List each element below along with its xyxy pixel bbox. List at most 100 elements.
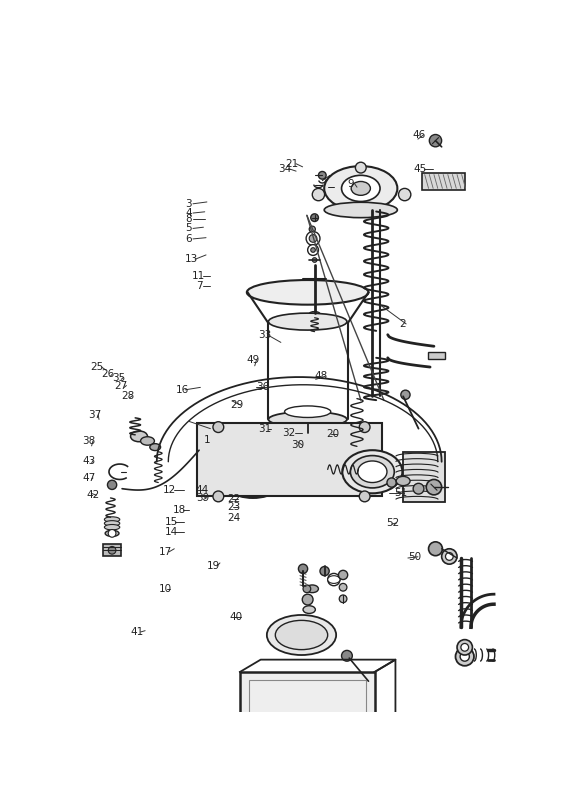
Text: 51: 51 (394, 488, 407, 498)
Circle shape (461, 643, 468, 651)
Text: 4: 4 (185, 208, 192, 218)
Text: 13: 13 (185, 254, 198, 264)
Ellipse shape (341, 175, 380, 202)
Circle shape (107, 480, 117, 490)
Text: 34: 34 (279, 164, 292, 174)
Text: 3: 3 (185, 199, 192, 209)
Text: 23: 23 (227, 502, 241, 513)
Circle shape (311, 248, 315, 252)
Circle shape (309, 226, 315, 232)
Text: 24: 24 (227, 513, 241, 523)
Circle shape (308, 245, 319, 255)
Ellipse shape (267, 615, 336, 655)
Ellipse shape (358, 461, 387, 482)
Text: 9: 9 (347, 179, 354, 189)
Text: 22: 22 (227, 494, 241, 505)
Ellipse shape (244, 729, 371, 746)
Circle shape (460, 652, 470, 661)
Circle shape (398, 188, 411, 201)
Text: 29: 29 (231, 400, 244, 410)
Ellipse shape (350, 455, 394, 488)
Ellipse shape (328, 576, 340, 583)
Circle shape (213, 491, 224, 502)
Text: 18: 18 (173, 505, 186, 515)
Text: 49: 49 (246, 354, 259, 365)
Circle shape (108, 546, 116, 554)
Ellipse shape (247, 280, 368, 305)
Bar (240, 672, 375, 738)
Text: 44: 44 (196, 486, 209, 495)
Text: 2: 2 (399, 319, 406, 329)
Text: 7: 7 (196, 281, 203, 290)
Circle shape (442, 549, 457, 564)
Text: 39: 39 (196, 494, 209, 503)
Text: 31: 31 (258, 424, 271, 434)
Circle shape (359, 491, 370, 502)
Ellipse shape (105, 530, 119, 537)
Text: 30: 30 (291, 440, 304, 450)
Ellipse shape (105, 521, 120, 526)
Text: 36: 36 (256, 382, 269, 392)
Ellipse shape (105, 525, 120, 530)
Text: 17: 17 (159, 547, 172, 557)
Text: 48: 48 (314, 371, 328, 382)
Circle shape (319, 171, 326, 179)
Text: 50: 50 (408, 552, 421, 562)
Circle shape (355, 205, 366, 215)
Ellipse shape (351, 182, 371, 195)
Circle shape (455, 647, 474, 666)
Text: 8: 8 (185, 214, 192, 224)
Ellipse shape (324, 202, 397, 218)
Ellipse shape (225, 452, 281, 492)
Circle shape (429, 134, 442, 147)
Circle shape (311, 214, 319, 222)
Circle shape (445, 553, 453, 560)
Circle shape (108, 530, 116, 538)
Circle shape (359, 422, 370, 433)
Circle shape (413, 483, 424, 494)
Bar (103, 544, 121, 557)
Text: 47: 47 (83, 473, 96, 483)
Text: 46: 46 (412, 130, 426, 140)
Text: 42: 42 (86, 490, 99, 500)
Circle shape (303, 585, 311, 593)
Text: 11: 11 (192, 271, 205, 281)
Bar (428, 352, 445, 359)
Text: 10: 10 (159, 584, 172, 594)
Ellipse shape (303, 606, 315, 614)
Circle shape (213, 422, 224, 433)
Ellipse shape (342, 450, 402, 494)
Text: 27: 27 (115, 381, 128, 390)
Ellipse shape (216, 446, 289, 498)
Text: 14: 14 (164, 526, 178, 537)
Text: 33: 33 (258, 330, 271, 340)
Circle shape (401, 390, 410, 399)
Ellipse shape (105, 517, 120, 522)
Circle shape (341, 650, 353, 661)
Bar (403, 452, 445, 502)
Ellipse shape (150, 444, 160, 450)
Circle shape (303, 424, 312, 434)
Ellipse shape (324, 166, 397, 210)
Text: 25: 25 (90, 362, 104, 372)
Text: 35: 35 (112, 373, 125, 382)
Text: 26: 26 (101, 370, 114, 379)
Ellipse shape (268, 412, 347, 427)
Bar (197, 423, 381, 496)
Circle shape (338, 570, 347, 579)
Text: 38: 38 (82, 436, 95, 446)
Circle shape (387, 478, 396, 487)
Ellipse shape (131, 431, 147, 442)
Circle shape (312, 188, 325, 201)
Circle shape (312, 258, 317, 262)
Ellipse shape (396, 476, 410, 486)
Text: 16: 16 (176, 385, 189, 395)
Text: 52: 52 (386, 518, 399, 528)
Text: 12: 12 (163, 486, 176, 495)
Text: 6: 6 (185, 234, 192, 244)
Circle shape (329, 436, 338, 446)
Circle shape (342, 721, 353, 731)
Ellipse shape (268, 313, 347, 330)
Circle shape (426, 479, 442, 495)
Text: 21: 21 (285, 158, 298, 169)
